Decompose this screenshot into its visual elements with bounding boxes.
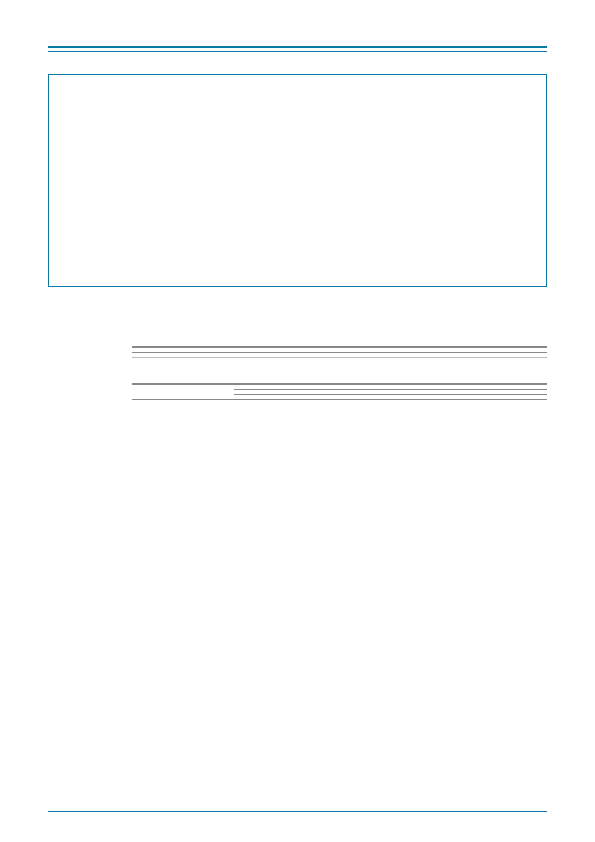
chart-svg (61, 85, 531, 265)
t8-h-rdif-max (355, 395, 430, 400)
figure-1-box (48, 74, 547, 287)
t8-h-type (132, 384, 195, 400)
t8-h-max (295, 395, 356, 400)
t7-typ (452, 353, 484, 358)
figure-caption (61, 273, 534, 282)
header-rule-1 (48, 46, 547, 48)
t7-cond (312, 353, 395, 358)
footer-top (48, 810, 547, 812)
t7-max (483, 353, 515, 358)
t8-h-sel (195, 384, 234, 400)
t7-symbol (132, 353, 187, 358)
t7-min (420, 353, 452, 358)
t7-ref (395, 353, 420, 358)
t7-param (187, 353, 312, 358)
section-7-heading (48, 305, 547, 321)
t7-unit (515, 353, 547, 358)
table-7-title (132, 335, 547, 344)
t8-h-vr (489, 395, 547, 400)
table-8 (132, 383, 547, 400)
thermal-chart (61, 85, 534, 267)
page-header (48, 38, 547, 40)
t8-h-min (234, 395, 295, 400)
table-8-title (132, 372, 547, 381)
header-rule-2 (48, 51, 547, 52)
table-7 (132, 346, 547, 358)
page-footer (48, 810, 547, 814)
section-7-content (132, 335, 547, 400)
table-7-row (132, 353, 547, 358)
t8-h-ir-max (430, 395, 488, 400)
